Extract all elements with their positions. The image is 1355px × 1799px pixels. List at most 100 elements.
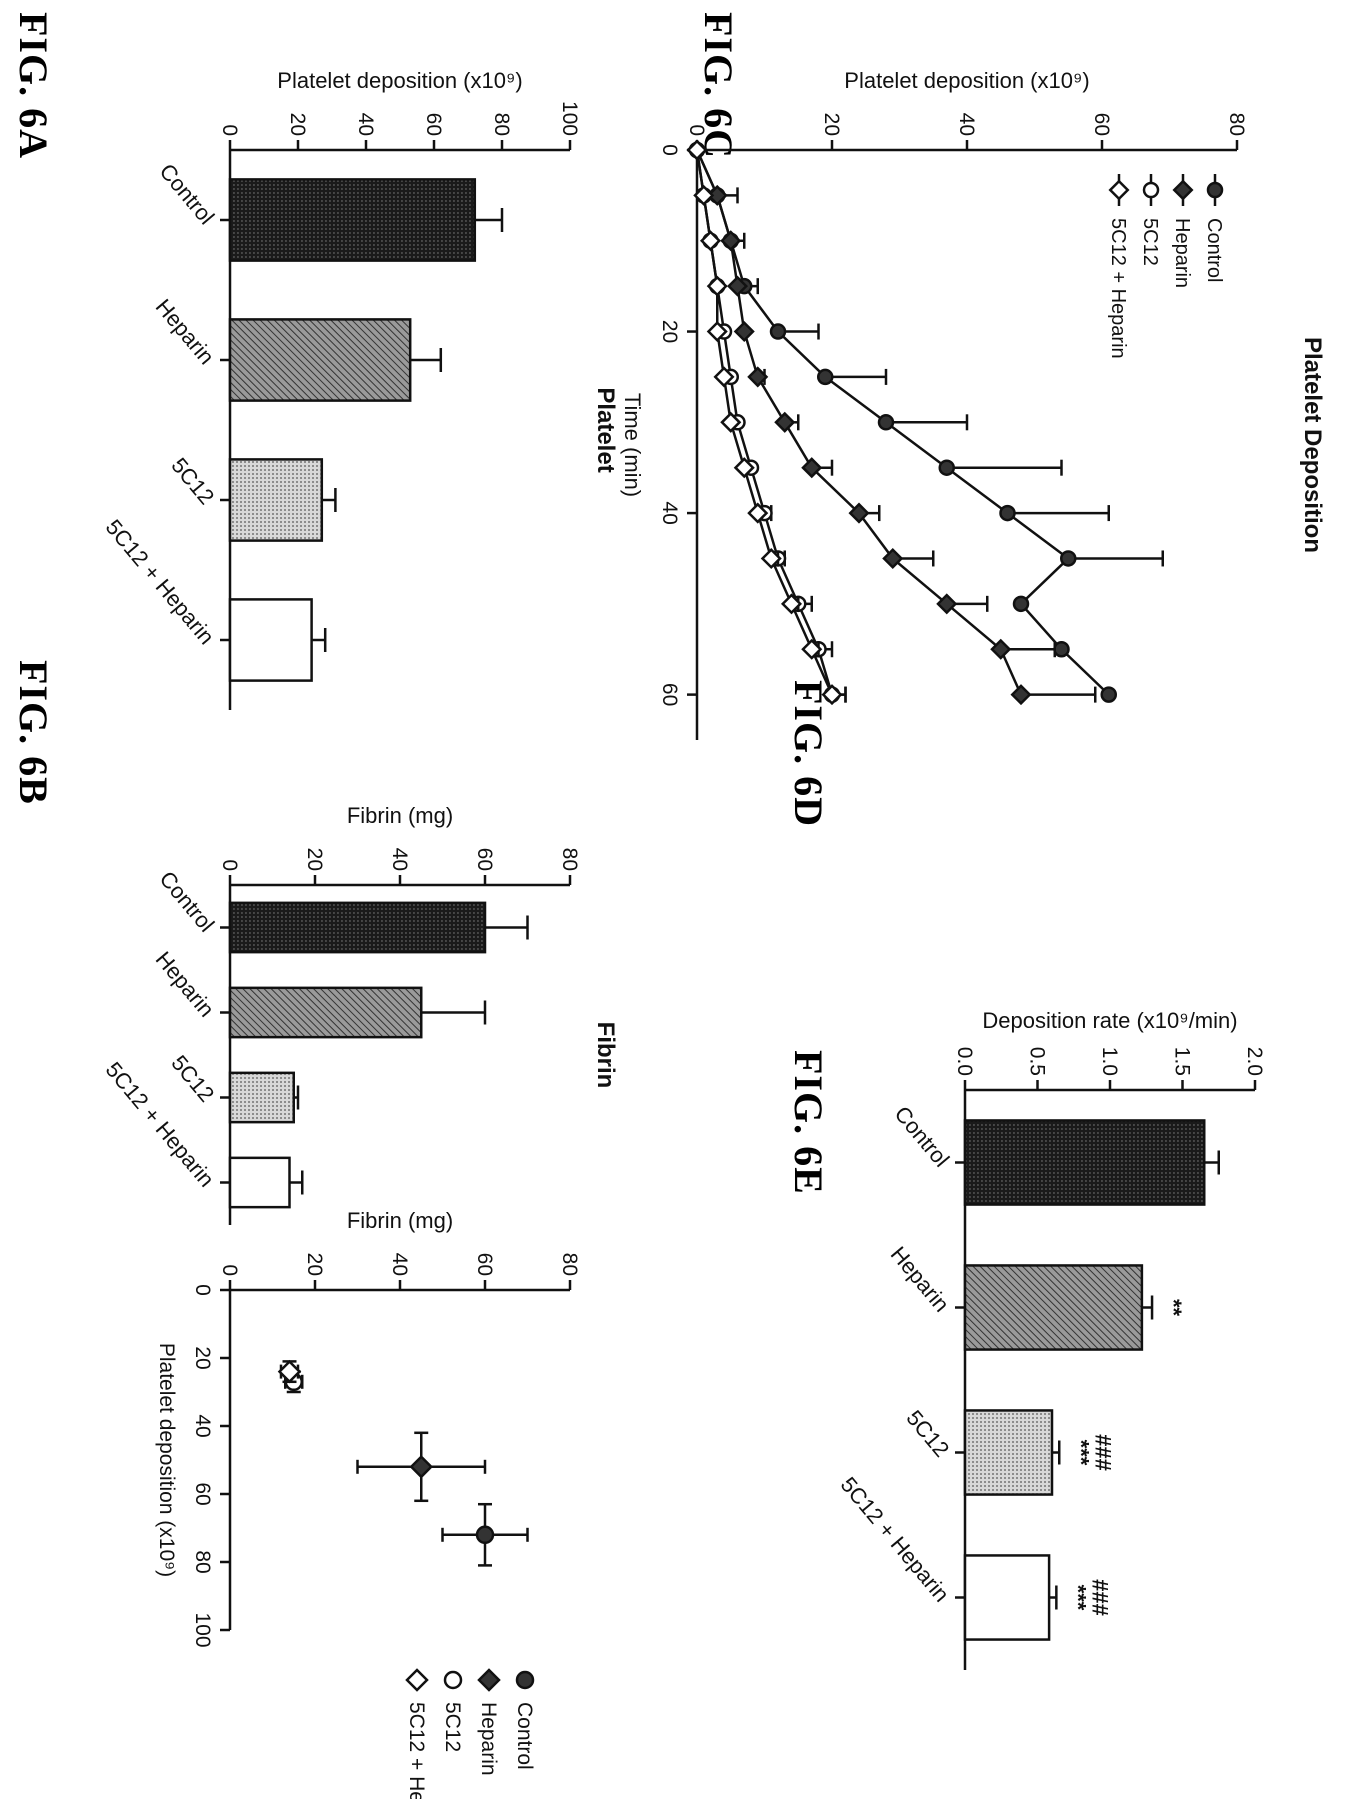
chart-6a-data-point: [801, 457, 823, 479]
chart-6d-bar: [228, 901, 487, 954]
chart-6a-legend-label: 5C12 + Heparin: [1107, 218, 1129, 359]
chart-6e-legend-label: Control: [513, 1702, 536, 1770]
chart-6e-legend-marker: [405, 1668, 429, 1692]
chart-6c-title: Platelet: [592, 387, 619, 472]
chart-6a-data-point: [801, 638, 823, 660]
chart-6c-bar: [228, 178, 477, 262]
chart-6c-y-tick-label: 100: [558, 101, 581, 136]
chart-6a-x-tick-label: 60: [658, 683, 681, 706]
chart-6a-data-point: [693, 184, 715, 206]
chart-6a-title: Platelet Deposition: [1299, 337, 1326, 553]
chart-6a-data-point: [706, 275, 728, 297]
chart-6a-data-point: [733, 321, 755, 343]
chart-6b-category-label: 5C12: [901, 1405, 954, 1461]
chart-6e-data-point: [475, 1525, 495, 1545]
chart-6d-bar: [228, 986, 423, 1039]
chart-6b-y-tick-label: 2.0: [1243, 1047, 1266, 1076]
chart-6a-y-axis-title: Platelet deposition (x10⁹): [844, 68, 1089, 93]
chart-6a-x-axis-title: Time (min): [620, 393, 645, 497]
chart-6a-data-point: [747, 366, 769, 388]
fig-6c-label: FIG. 6C: [696, 12, 741, 159]
chart-6e-y-tick-label: 80: [558, 1253, 581, 1276]
chart-6e-fibrin-vs-platelet: 0 20 40 60 80 Fibrin (mg) 0 20 40 60 80 100 Platelet…: [155, 1208, 581, 1799]
fig-6a-label: FIG. 6A: [11, 12, 56, 159]
chart-6e-legend-label: Heparin: [477, 1702, 500, 1776]
chart-6a-legend-label: 5C12: [1139, 218, 1161, 266]
chart-6d-y-tick-label: 20: [303, 848, 326, 871]
chart-6b-y-tick-label: 1.5: [1171, 1047, 1194, 1076]
chart-6a-data-point: [699, 230, 722, 252]
chart-6a-y-tick-label: 40: [955, 113, 978, 136]
chart-6a-data-point: [747, 502, 769, 524]
chart-6e-x-tick-label: 0: [191, 1284, 214, 1296]
chart-6a-data-point: [780, 593, 803, 615]
chart-6e-y-axis-title: Fibrin (mg): [347, 1208, 453, 1233]
chart-6b-significance-mark: ###: [1090, 1434, 1115, 1471]
chart-6e-legend-label: 5C12 + Heparin: [405, 1702, 428, 1799]
chart-6e-data-point: [409, 1455, 434, 1479]
chart-6c-category-label: 5C12: [166, 453, 219, 509]
chart-6a-data-point: [1053, 640, 1070, 658]
chart-6a-legend-label: Heparin: [1171, 218, 1193, 288]
chart-6a-data-point: [706, 321, 728, 343]
chart-6a-x-tick-label: 0: [658, 144, 681, 156]
chart-6b-y-tick-label: 0.5: [1026, 1047, 1049, 1076]
chart-6a-data-point: [769, 323, 787, 340]
chart-6b-bar: [963, 1119, 1206, 1206]
chart-6a-platelet-deposition-timecourse: 0 20 40 60 80 Platelet deposition (x10⁹) 0 20 40…: [620, 68, 1326, 740]
fig-6b-label: FIG. 6B: [11, 660, 56, 805]
chart-6e-legend-label: 5C12: [441, 1702, 464, 1752]
chart-6c-platelet-bars: 0 20 40 60 80 100 Platelet deposition (x10⁹) Co…: [101, 68, 619, 710]
chart-6d-title: Fibrin: [592, 1022, 619, 1089]
chart-6d-y-tick-label: 40: [388, 848, 411, 871]
chart-6a-data-point: [817, 368, 834, 386]
chart-6b-y-tick-label: 0.0: [953, 1047, 976, 1076]
chart-6a-x-tick-label: 40: [658, 501, 681, 524]
chart-6e-x-tick-label: 100: [191, 1612, 214, 1647]
chart-6e-legend-marker: [515, 1670, 535, 1690]
chart-6a-data-point: [686, 139, 708, 161]
chart-6b-y-axis-title: Deposition rate (x10⁹/min): [982, 1008, 1237, 1033]
chart-6a-data-point: [848, 502, 870, 524]
chart-6a-data-point: [733, 457, 755, 479]
chart-6e-x-axis-title: Platelet deposition (x10⁹): [155, 1343, 178, 1577]
chart-6c-y-tick-label: 0: [218, 124, 241, 136]
chart-6b-category-label: 5C12 + Heparin: [836, 1472, 955, 1607]
chart-6a-y-tick-label: 20: [820, 113, 843, 136]
chart-6c-y-tick-label: 60: [422, 113, 445, 136]
chart-6d-category-label: 5C12: [166, 1050, 219, 1106]
chart-6a-x-tick-label: 20: [658, 320, 681, 343]
chart-6a-data-point: [760, 547, 782, 569]
chart-6e-y-tick-label: 60: [473, 1253, 496, 1276]
chart-6b-category-label: Heparin: [886, 1242, 955, 1317]
chart-6a-data-point: [990, 638, 1012, 660]
chart-6a-data-point: [1010, 684, 1032, 706]
chart-6b-significance-mark: **: [1161, 1299, 1186, 1317]
chart-6e-x-tick-label: 60: [191, 1482, 214, 1505]
chart-6b-deposition-rate: 0.0 0.5 1.0 1.5 2.0 Deposition rate (x10⁹/min…: [836, 1008, 1266, 1670]
chart-6c-y-axis-title: Platelet deposition (x10⁹): [277, 68, 522, 93]
chart-6c-bar: [228, 598, 313, 682]
chart-6a-data-point: [882, 547, 904, 569]
chart-6a-data-point: [938, 459, 955, 476]
chart-6b-bar: [963, 1264, 1144, 1351]
chart-6a-legend-label: Control: [1203, 218, 1225, 282]
chart-6a-data-point: [726, 275, 749, 297]
chart-6d-category-label: Control: [155, 866, 220, 936]
chart-6a-data-point: [1012, 595, 1030, 613]
chart-6a-data-point: [720, 411, 742, 433]
chart-6a-series-line: [695, 149, 834, 696]
chart-6e-legend-marker: [443, 1670, 463, 1690]
fig-6e-label: FIG. 6E: [786, 1050, 831, 1195]
chart-6e-legend-marker: [477, 1668, 501, 1692]
chart-6a-series-line: [695, 149, 834, 695]
chart-6a-data-point: [1100, 686, 1117, 703]
chart-6a-legend-marker: [1206, 181, 1224, 199]
chart-6d-y-axis-title: Fibrin (mg): [347, 803, 453, 828]
chart-6c-category-label: Heparin: [151, 294, 220, 369]
chart-6b-significance-mark: ***: [1065, 1585, 1090, 1611]
